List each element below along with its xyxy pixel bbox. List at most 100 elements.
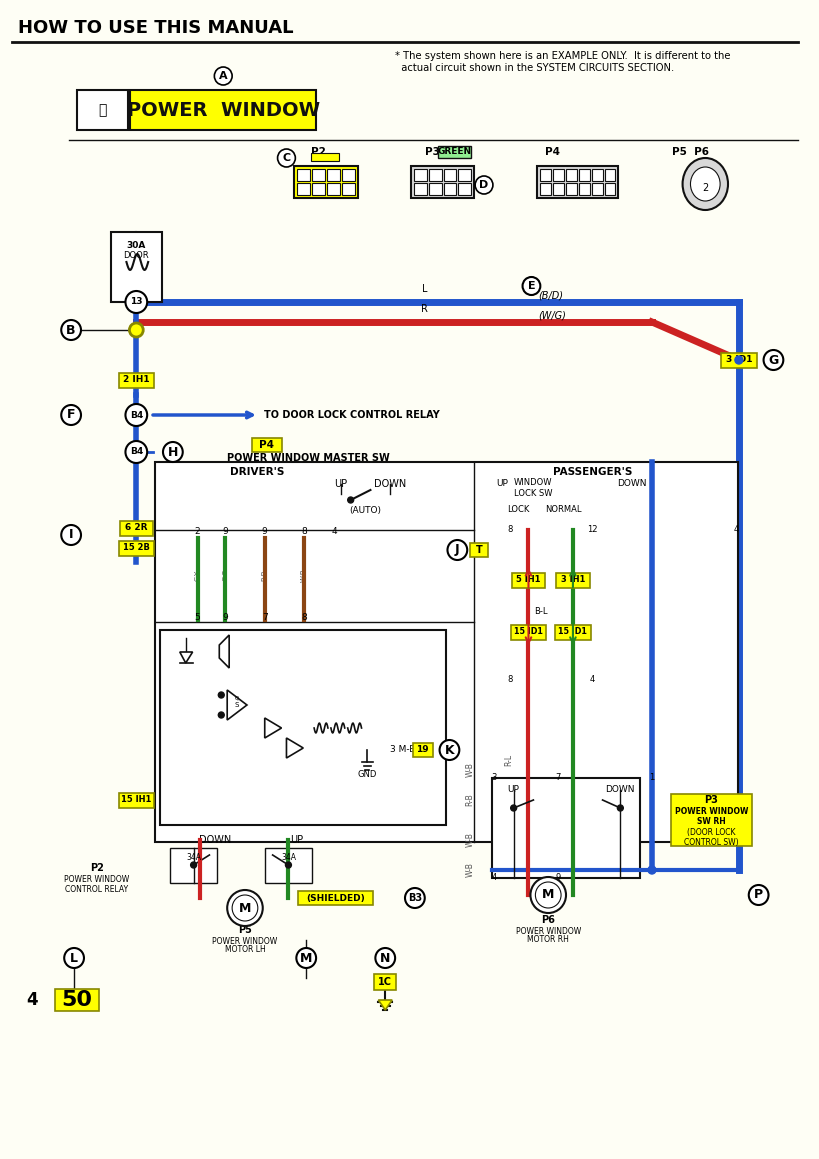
Circle shape — [61, 404, 81, 425]
Text: 9: 9 — [222, 613, 228, 622]
FancyBboxPatch shape — [298, 891, 373, 905]
Circle shape — [647, 866, 655, 874]
Text: MOTOR LH: MOTOR LH — [224, 946, 265, 955]
Circle shape — [218, 692, 224, 698]
Circle shape — [405, 888, 424, 907]
FancyBboxPatch shape — [77, 90, 129, 130]
FancyBboxPatch shape — [591, 169, 602, 181]
FancyBboxPatch shape — [265, 848, 312, 883]
Ellipse shape — [690, 167, 719, 201]
Text: P3: P3 — [704, 795, 717, 806]
FancyBboxPatch shape — [511, 573, 545, 588]
FancyBboxPatch shape — [536, 166, 618, 198]
Text: 8: 8 — [301, 527, 307, 537]
Text: M: M — [541, 889, 554, 902]
Text: R-L: R-L — [504, 755, 513, 766]
Text: 4: 4 — [25, 991, 38, 1009]
Text: 34A: 34A — [186, 853, 201, 862]
Circle shape — [125, 291, 147, 313]
FancyBboxPatch shape — [414, 169, 426, 181]
Text: H: H — [167, 445, 178, 459]
FancyBboxPatch shape — [578, 169, 589, 181]
Text: R-B: R-B — [465, 794, 474, 807]
Text: Q: Q — [235, 695, 239, 700]
Text: P2: P2 — [90, 863, 104, 873]
Text: S: S — [234, 702, 239, 708]
FancyBboxPatch shape — [670, 794, 751, 846]
Text: B4: B4 — [129, 410, 143, 420]
Text: CONTROL SW): CONTROL SW) — [683, 838, 738, 846]
FancyBboxPatch shape — [720, 352, 756, 367]
Text: W-B: W-B — [465, 763, 474, 778]
FancyBboxPatch shape — [119, 372, 154, 387]
Text: P4: P4 — [259, 440, 274, 450]
Text: 2: 2 — [194, 527, 200, 537]
Text: DOWN: DOWN — [199, 834, 231, 845]
Text: 4: 4 — [732, 525, 738, 534]
Circle shape — [64, 948, 84, 968]
Text: POWER  WINDOW: POWER WINDOW — [126, 102, 319, 121]
Text: 50: 50 — [61, 990, 93, 1009]
Text: PASSENGER'S: PASSENGER'S — [552, 467, 631, 478]
Text: 5: 5 — [194, 613, 200, 622]
FancyBboxPatch shape — [312, 183, 324, 195]
Text: (W/G): (W/G) — [538, 309, 566, 320]
FancyBboxPatch shape — [155, 462, 737, 841]
Text: A: A — [219, 71, 228, 81]
Text: W-B: W-B — [301, 568, 307, 582]
FancyBboxPatch shape — [119, 540, 154, 555]
Circle shape — [125, 404, 147, 427]
Text: NORMAL: NORMAL — [544, 505, 581, 515]
Text: POWER WINDOW: POWER WINDOW — [64, 875, 129, 883]
Polygon shape — [378, 1000, 391, 1009]
Text: UP: UP — [289, 834, 302, 845]
FancyBboxPatch shape — [458, 183, 471, 195]
FancyBboxPatch shape — [428, 183, 441, 195]
FancyBboxPatch shape — [342, 183, 354, 195]
Circle shape — [530, 877, 565, 913]
Text: CONTROL RELAY: CONTROL RELAY — [66, 884, 129, 894]
Text: DOOR: DOOR — [124, 250, 149, 260]
FancyBboxPatch shape — [294, 166, 357, 198]
Circle shape — [439, 739, 459, 760]
Text: P: P — [753, 889, 762, 902]
Text: C: C — [282, 153, 290, 163]
FancyBboxPatch shape — [553, 183, 563, 195]
Text: DOWN: DOWN — [617, 480, 646, 488]
Circle shape — [375, 948, 395, 968]
Text: B4: B4 — [129, 447, 143, 457]
Text: POWER WINDOW: POWER WINDOW — [212, 936, 278, 946]
Text: 12: 12 — [586, 525, 597, 534]
Text: GND: GND — [357, 770, 377, 779]
Text: 3: 3 — [491, 773, 496, 782]
Text: (SHIELDED): (SHIELDED) — [306, 894, 364, 903]
Text: G-R: G-R — [222, 569, 228, 582]
FancyBboxPatch shape — [555, 573, 589, 588]
Text: UP: UP — [495, 480, 507, 488]
Text: D: D — [479, 180, 488, 190]
FancyBboxPatch shape — [540, 169, 550, 181]
Circle shape — [227, 890, 262, 926]
Text: DOWN: DOWN — [373, 479, 405, 489]
Circle shape — [522, 277, 540, 296]
Polygon shape — [219, 635, 229, 668]
FancyBboxPatch shape — [540, 183, 550, 195]
FancyBboxPatch shape — [120, 520, 153, 535]
Text: LOCK: LOCK — [507, 505, 529, 515]
Text: 6 2R: 6 2R — [125, 524, 147, 532]
Circle shape — [617, 806, 622, 811]
Text: POWER WINDOW: POWER WINDOW — [674, 808, 747, 816]
Polygon shape — [286, 738, 303, 758]
FancyBboxPatch shape — [55, 989, 99, 1011]
Text: 15 ID1: 15 ID1 — [514, 627, 542, 636]
FancyBboxPatch shape — [458, 169, 471, 181]
Circle shape — [163, 442, 183, 462]
Text: N: N — [379, 952, 390, 964]
Text: L: L — [70, 952, 78, 964]
Text: 9: 9 — [222, 527, 228, 537]
Text: SW RH: SW RH — [696, 817, 725, 826]
Text: G: G — [767, 353, 777, 366]
Text: (B/D): (B/D) — [538, 290, 563, 300]
FancyBboxPatch shape — [374, 974, 396, 990]
Text: DRIVER'S: DRIVER'S — [229, 467, 283, 478]
